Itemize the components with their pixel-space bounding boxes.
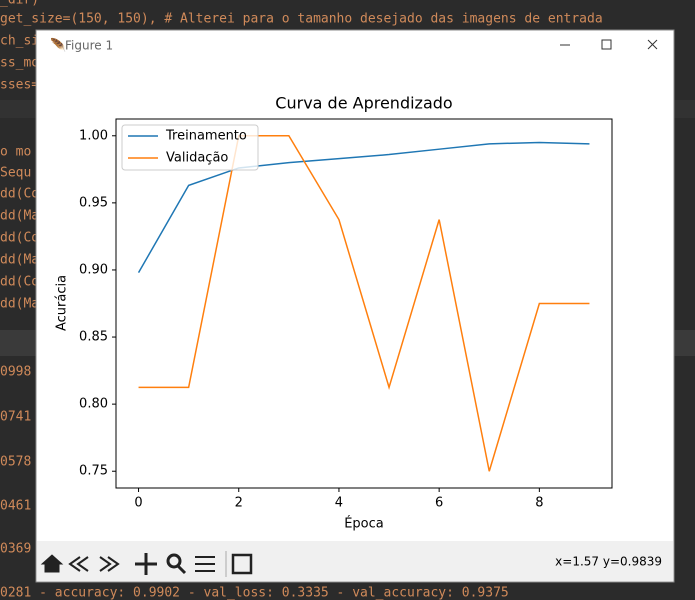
forward-button[interactable]: [99, 556, 120, 572]
code-line: dd(Co: [0, 231, 39, 246]
code-line: ss_mo: [0, 56, 39, 71]
window-title: Figure 1: [65, 39, 113, 53]
code-line: 0461: [0, 499, 31, 514]
legend-label: Treinamento: [165, 129, 247, 144]
toolbar: [37, 541, 673, 581]
series-line: [138, 135, 590, 472]
y-tick-label: 0.90: [79, 262, 108, 277]
y-tick-label: 0.80: [79, 397, 108, 412]
code-line: 0741: [0, 410, 31, 425]
x-tick-label: 0: [134, 496, 142, 511]
maximize-button[interactable]: [601, 39, 612, 50]
y-tick-label: 0.85: [79, 330, 108, 345]
code-line: dd(Ma: [0, 297, 39, 312]
x-tick-label: 6: [435, 496, 443, 511]
window-icon: 🪶: [50, 37, 66, 54]
x-tick-label: 4: [335, 496, 343, 511]
code-line: Sequ: [0, 166, 31, 181]
ide-code: _dir) get_size=(150, 150), # Alterei para…: [0, 0, 603, 600]
chart: Curva de Aprendizado Época Acurácia 0.75…: [55, 94, 613, 532]
y-tick-label: 1.00: [79, 128, 108, 143]
code-line: get_size=(150, 150), # Alterei para o ta…: [0, 12, 603, 27]
code-line: _dir): [0, 0, 39, 8]
series-line: [137, 141, 590, 274]
back-button[interactable]: [68, 556, 89, 572]
code-line: o mo: [0, 145, 31, 160]
code-line: dd(Ma: [0, 209, 39, 224]
y-tick-label: 0.95: [79, 195, 108, 210]
pan-button[interactable]: [135, 553, 157, 575]
x-axis-label: Época: [344, 516, 384, 532]
code-line: 0369: [0, 542, 31, 557]
configure-button[interactable]: [195, 556, 215, 572]
save-button[interactable]: [231, 553, 253, 575]
x-tick-label: 2: [235, 496, 243, 511]
code-line: 0578: [0, 455, 31, 470]
y-tick-label: 0.75: [79, 464, 108, 479]
code-line: 0998: [0, 365, 31, 380]
code-line: sses=: [0, 78, 39, 93]
toolbar-icons: [40, 551, 253, 577]
code-line: dd(Ma: [0, 253, 39, 268]
y-axis-label: Acurácia: [55, 275, 70, 331]
home-button[interactable]: [40, 554, 64, 573]
code-line: 0281 - accuracy: 0.9902 - val_loss: 0.33…: [0, 586, 509, 600]
close-button[interactable]: [647, 39, 658, 50]
code-line: dd(Co: [0, 187, 39, 202]
code-line: dd(Co: [0, 275, 39, 290]
chart-title: Curva de Aprendizado: [275, 94, 452, 113]
plot-frame: [115, 118, 613, 489]
zoom-button[interactable]: [166, 553, 182, 569]
x-tick-label: 8: [535, 496, 543, 511]
code-line: ch_si: [0, 34, 39, 49]
zoom-handle: [176, 564, 187, 575]
cursor-status: x=1.57 y=0.9839: [555, 555, 662, 569]
legend-label: Validação: [166, 151, 228, 166]
